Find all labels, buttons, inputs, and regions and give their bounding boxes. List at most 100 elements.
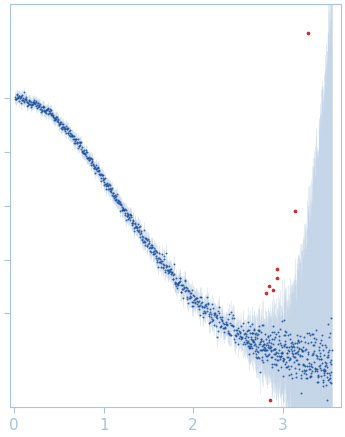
Point [56, 116, 61, 123]
Point [312, 342, 317, 349]
Point [98, 174, 104, 181]
Point [117, 201, 123, 208]
Point [42, 108, 48, 115]
Point [85, 154, 90, 161]
Point [105, 181, 110, 188]
Point [199, 298, 205, 305]
Point [15, 94, 21, 101]
Point [102, 181, 107, 188]
Point [96, 168, 102, 175]
Point [291, 358, 296, 365]
Point [287, 365, 292, 372]
Point [313, 339, 318, 346]
Point [250, 320, 255, 327]
Point [63, 122, 69, 129]
Point [257, 368, 263, 375]
Point [70, 132, 76, 139]
Point [20, 97, 25, 104]
Point [175, 281, 180, 288]
Point [327, 371, 333, 378]
Point [63, 129, 69, 136]
Point [308, 373, 313, 380]
Point [269, 361, 275, 368]
Point [16, 93, 21, 100]
Point [224, 321, 229, 328]
Point [319, 359, 325, 366]
Point [55, 118, 60, 125]
Point [65, 125, 70, 132]
Point [327, 329, 333, 336]
Point [201, 304, 207, 311]
Point [41, 107, 47, 114]
Point [184, 285, 189, 292]
Point [152, 247, 158, 254]
Point [157, 256, 162, 263]
Point [16, 92, 21, 99]
Point [26, 99, 31, 106]
Point [54, 114, 59, 121]
Point [150, 243, 155, 250]
Point [318, 355, 323, 362]
Point [247, 344, 253, 351]
Point [265, 357, 270, 364]
Point [209, 317, 215, 324]
Point [185, 286, 190, 293]
Point [305, 348, 311, 355]
Point [162, 266, 168, 273]
Point [277, 336, 282, 343]
Point [76, 135, 81, 142]
Point [236, 335, 242, 342]
Point [211, 322, 217, 329]
Point [119, 207, 125, 214]
Point [87, 155, 92, 162]
Point [260, 356, 265, 363]
Point [225, 329, 230, 336]
Point [203, 309, 208, 316]
Point [69, 133, 75, 140]
Point [102, 180, 108, 187]
Point [119, 206, 125, 213]
Point [282, 355, 287, 362]
Point [279, 342, 284, 349]
Point [280, 357, 286, 364]
Point [265, 352, 271, 359]
Point [274, 356, 280, 363]
Point [89, 156, 95, 163]
Point [176, 278, 181, 285]
Point [109, 191, 115, 198]
Point [140, 239, 146, 246]
Point [13, 96, 19, 103]
Point [247, 339, 252, 346]
Point [317, 361, 323, 368]
Point [102, 175, 108, 182]
Point [57, 119, 63, 126]
Point [294, 369, 299, 376]
Point [67, 131, 72, 138]
Point [28, 103, 33, 110]
Point [248, 333, 254, 340]
Point [217, 323, 223, 330]
Point [294, 357, 300, 364]
Point [153, 253, 159, 260]
Point [292, 339, 298, 346]
Point [224, 319, 229, 326]
Point [45, 106, 50, 113]
Point [234, 329, 239, 336]
Point [302, 363, 307, 370]
Point [198, 294, 204, 301]
Point [130, 219, 136, 226]
Point [55, 116, 61, 123]
Point [128, 212, 134, 218]
Point [279, 349, 284, 356]
Point [89, 161, 94, 168]
Point [173, 280, 178, 287]
Point [254, 354, 259, 361]
Point [100, 175, 106, 182]
Point [176, 279, 181, 286]
Point [284, 350, 289, 357]
Point [249, 345, 254, 352]
Point [322, 352, 327, 359]
Point [216, 309, 221, 316]
Point [229, 322, 234, 329]
Point [272, 346, 278, 353]
